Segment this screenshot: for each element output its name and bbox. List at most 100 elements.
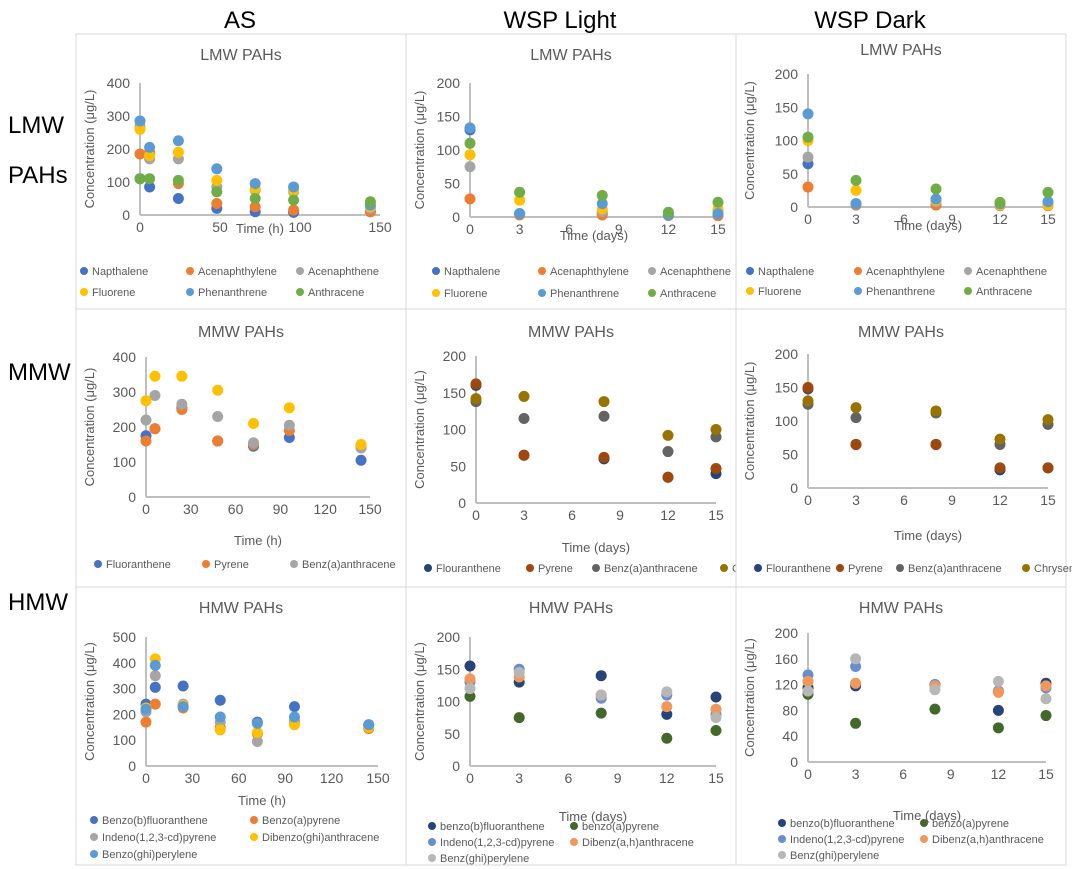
data-point: [598, 410, 610, 422]
y-tick-label: 200: [113, 419, 137, 435]
data-point: [661, 708, 673, 720]
y-tick-label: 200: [443, 348, 467, 364]
data-point: [661, 686, 673, 698]
chart-title: HMW PAHs: [859, 600, 943, 617]
legend-label: Benzo(ghi)perylene: [102, 849, 197, 861]
x-axis-label: Time (days): [893, 808, 961, 823]
data-point: [214, 724, 226, 736]
x-tick-label: 6: [565, 770, 573, 786]
y-axis-label: Concentration (μg/L): [412, 370, 427, 489]
y-axis-label: Concentration (μg/L): [82, 368, 97, 487]
data-point: [518, 412, 530, 424]
data-point: [662, 429, 674, 441]
data-point: [850, 198, 862, 210]
data-point: [850, 438, 862, 450]
legend-marker: [80, 267, 88, 275]
data-point: [134, 115, 146, 127]
x-axis-label: Time (h): [238, 793, 286, 808]
x-tick-label: 9: [948, 211, 956, 227]
chart-panel-wspd-lmw: LMW PAHs 0 50 100 150 200 0 3 6 9 12 15 Time (days) C…: [735, 33, 1067, 310]
legend-label: Benzo(b)fluoranthene: [102, 815, 208, 827]
data-point: [464, 683, 476, 695]
data-point: [850, 717, 862, 729]
legend-marker: [424, 564, 432, 572]
x-axis-label: Time (h): [236, 221, 284, 236]
x-tick-label: 30: [185, 770, 201, 786]
legend-marker: [250, 816, 258, 824]
chart-title: MMW PAHs: [198, 324, 284, 341]
legend-label: Phenanthrene: [866, 286, 935, 298]
data-point: [712, 196, 724, 208]
legend-marker: [570, 822, 578, 830]
row-header: LMW: [8, 112, 64, 139]
x-axis-label: Time (days): [559, 809, 627, 824]
legend-label: Anthracene: [308, 287, 364, 299]
data-point: [1042, 462, 1054, 474]
legend-label: Benz(a)anthracene: [604, 563, 698, 575]
panel-frame: [75, 586, 407, 866]
data-point: [1040, 680, 1052, 692]
panel-frame: [405, 33, 737, 310]
data-point: [850, 174, 862, 186]
legend-label: Indeno(1,2,3-cd)pyrene: [790, 834, 904, 846]
chart-title: LMW PAHs: [860, 42, 941, 59]
y-tick-label: 0: [452, 758, 460, 774]
x-tick-label: 6: [899, 766, 907, 782]
data-point: [248, 437, 260, 449]
x-tick-label: 15: [1038, 766, 1054, 782]
legend-label: Napthalene: [92, 266, 148, 278]
data-point: [661, 701, 673, 713]
legend-label: Fluorene: [444, 288, 487, 300]
data-point: [513, 666, 525, 678]
data-point: [355, 439, 367, 450]
x-tick-label: 6: [565, 221, 573, 237]
data-point: [992, 686, 1004, 698]
data-point: [929, 684, 941, 696]
legend-marker: [920, 819, 928, 827]
data-point: [251, 717, 263, 729]
data-point: [355, 454, 367, 466]
data-point: [144, 181, 156, 193]
legend-label: Indeno(1,2,3-cd)pyrene: [102, 832, 216, 844]
legend-label: Fluoranthene: [106, 559, 171, 571]
legend-marker: [428, 822, 436, 830]
data-point: [149, 370, 161, 382]
y-tick-label: 0: [790, 480, 798, 496]
legend-marker: [90, 833, 98, 841]
panel-frame: [405, 586, 737, 866]
x-axis-label: Time (days): [894, 528, 962, 543]
y-tick-label: 150: [437, 661, 461, 677]
legend-marker: [778, 819, 786, 827]
data-point: [710, 691, 722, 703]
legend-marker: [720, 564, 728, 572]
y-tick-label: 200: [437, 75, 461, 91]
legend-marker: [836, 564, 844, 572]
x-tick-label: 0: [804, 766, 812, 782]
x-tick-label: 9: [614, 770, 622, 786]
data-point: [211, 163, 223, 175]
data-point: [1042, 414, 1054, 426]
x-tick-label: 60: [231, 770, 247, 786]
data-point: [802, 151, 814, 163]
row-header: HMW: [8, 589, 68, 616]
y-tick-label: 400: [113, 349, 137, 365]
y-tick-label: 200: [775, 346, 799, 362]
chart-title: LMW PAHs: [200, 47, 281, 64]
legend-marker: [920, 835, 928, 843]
data-point: [802, 382, 814, 393]
legend-marker: [296, 267, 304, 275]
y-tick-label: 100: [775, 133, 799, 149]
x-tick-label: 120: [314, 501, 338, 517]
chart-panel-wspd-mmw: MMW PAHs 0 50 100 150 200 0 3 6 9 12 15 Time (days) C…: [735, 308, 1072, 588]
legend-label: benzo(b)fluoranthene: [440, 821, 545, 833]
data-point: [596, 190, 608, 202]
legend-label: Benz(ghi)perylene: [790, 850, 879, 862]
data-point: [992, 675, 1004, 687]
y-tick-label: 100: [443, 422, 467, 438]
data-point: [464, 673, 476, 685]
data-point: [994, 196, 1006, 208]
legend-label: Acenaphthylene: [198, 266, 277, 278]
data-point: [288, 711, 300, 723]
x-tick-label: 0: [804, 492, 812, 508]
